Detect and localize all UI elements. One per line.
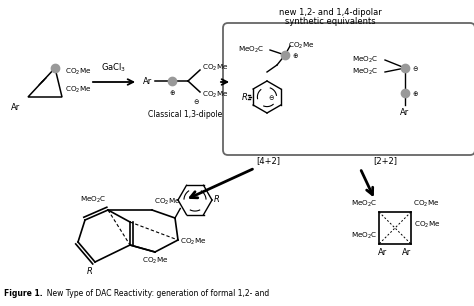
Text: $\oplus$: $\oplus$ — [292, 50, 299, 59]
Text: Ar: Ar — [402, 248, 411, 257]
Text: New Type of DAC Reactivity: generation of formal 1,2- and: New Type of DAC Reactivity: generation o… — [42, 289, 269, 298]
Text: R: R — [87, 267, 93, 276]
Text: CO$_2$Me: CO$_2$Me — [65, 67, 91, 77]
Text: MeO$_2$C: MeO$_2$C — [80, 195, 106, 205]
Text: CO$_2$Me: CO$_2$Me — [202, 90, 228, 100]
Text: CO$_2$Me: CO$_2$Me — [288, 41, 315, 51]
Text: CO$_2$Me: CO$_2$Me — [142, 256, 168, 266]
Text: $\ominus$: $\ominus$ — [412, 64, 419, 73]
Text: CO$_2$Me: CO$_2$Me — [202, 63, 228, 73]
Text: Ar: Ar — [11, 103, 20, 112]
Text: CO$_2$Me: CO$_2$Me — [154, 197, 181, 207]
Text: Ar: Ar — [143, 76, 152, 85]
Text: new 1,2- and 1,4-dipolar: new 1,2- and 1,4-dipolar — [279, 8, 382, 17]
Text: MeO$_2$C: MeO$_2$C — [238, 45, 264, 55]
Text: $\oplus$: $\oplus$ — [412, 88, 419, 98]
Text: GaCl$_3$: GaCl$_3$ — [101, 62, 127, 74]
Text: synthetic equivalents: synthetic equivalents — [285, 17, 375, 26]
Text: CO$_2$Me: CO$_2$Me — [413, 199, 439, 209]
Text: R: R — [242, 92, 248, 102]
Text: R: R — [214, 196, 220, 204]
Text: MeO$_2$C: MeO$_2$C — [352, 55, 379, 65]
Text: Classical 1,3-dipole: Classical 1,3-dipole — [148, 110, 222, 119]
Text: CO$_2$Me: CO$_2$Me — [180, 237, 207, 247]
Text: Ar: Ar — [378, 248, 388, 257]
Text: $\oplus$: $\oplus$ — [169, 88, 175, 97]
Text: MeO$_2$C: MeO$_2$C — [350, 199, 377, 209]
Text: Ar: Ar — [401, 108, 410, 117]
Text: CO$_2$Me: CO$_2$Me — [414, 220, 441, 230]
Text: $\ominus$: $\ominus$ — [267, 92, 274, 102]
Text: MeO$_2$C: MeO$_2$C — [352, 67, 379, 77]
FancyBboxPatch shape — [223, 23, 474, 155]
Text: Figure 1.: Figure 1. — [4, 289, 43, 298]
Text: CO$_2$Me: CO$_2$Me — [65, 85, 91, 95]
Text: MeO$_2$C: MeO$_2$C — [350, 231, 377, 241]
Text: [2+2]: [2+2] — [373, 156, 397, 165]
Text: [4+2]: [4+2] — [256, 156, 280, 165]
Text: $\ominus$: $\ominus$ — [192, 97, 200, 106]
